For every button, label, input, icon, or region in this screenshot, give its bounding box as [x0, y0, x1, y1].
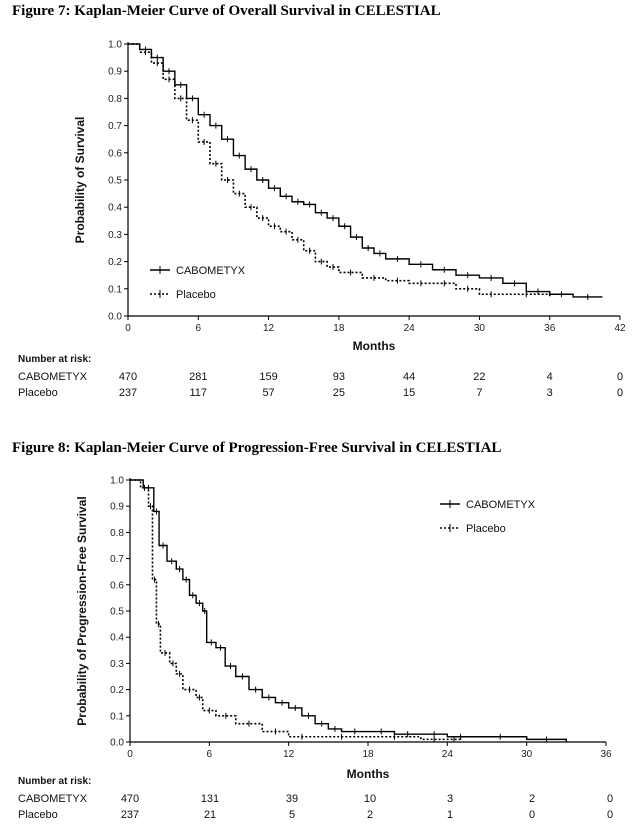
risk-value: 93: [333, 371, 345, 383]
series-line-placebo: [128, 43, 551, 297]
risk-value: 0: [607, 793, 613, 805]
x-axis-label: Months: [353, 339, 396, 353]
x-axis-label: Months: [347, 767, 390, 781]
x-tick-label: 0: [125, 323, 131, 334]
y-tick-label: 0.1: [110, 711, 124, 722]
risk-value: 0: [607, 809, 613, 821]
risk-value: 470: [121, 793, 139, 805]
risk-value: 7: [476, 387, 482, 399]
y-tick-label: 0.0: [108, 312, 122, 323]
x-tick-label: 12: [263, 323, 275, 334]
x-tick-label: 0: [127, 749, 133, 760]
risk-value: 10: [364, 793, 376, 805]
y-tick-label: 1.0: [110, 476, 124, 487]
y-tick-label: 0.1: [108, 284, 122, 295]
risk-value: 1: [447, 809, 453, 821]
os-km-chart: 0.0 0.1 0.2 0.3 0.4 0.5 0.6 0.7 0.8 0.9 1.0 0 6 12 18 2…: [18, 40, 626, 400]
risk-value: 4: [547, 371, 553, 383]
y-tick-label: 0.5: [108, 176, 122, 187]
risk-value: 39: [286, 793, 298, 805]
x-tick-label: 30: [474, 323, 486, 334]
risk-value: 21: [204, 809, 216, 821]
x-tick-label: 6: [207, 749, 213, 760]
risk-table-header: Number at risk:: [18, 776, 91, 787]
x-tick-label: 18: [362, 749, 374, 760]
risk-value: 2: [529, 793, 535, 805]
y-tick-label: 0.7: [108, 121, 122, 132]
x-tick-label: 42: [614, 323, 626, 334]
risk-value: 22: [473, 371, 485, 383]
x-tick-label: 30: [521, 749, 533, 760]
figure-7-title: Figure 7: Kaplan-Meier Curve of Overall …: [12, 3, 441, 19]
y-tick-label: 0.3: [108, 230, 122, 241]
x-tick-label: 6: [196, 323, 202, 334]
y-tick-label: 0.9: [108, 67, 122, 78]
risk-row-label: CABOMETYX: [18, 371, 88, 383]
y-tick-label: 1.0: [108, 40, 122, 51]
y-tick-label: 0.7: [110, 554, 124, 565]
x-tick-label: 24: [404, 323, 416, 334]
risk-value: 117: [190, 387, 208, 399]
y-tick-label: 0.9: [110, 502, 124, 513]
risk-value: 237: [121, 809, 139, 821]
x-tick-label: 24: [442, 749, 454, 760]
risk-value: 131: [201, 793, 219, 805]
legend-label-placebo: Placebo: [176, 289, 216, 301]
x-tick-label: 36: [600, 749, 612, 760]
risk-value: 5: [289, 809, 295, 821]
figure-8-title: Figure 8: Kaplan-Meier Curve of Progress…: [12, 440, 502, 456]
risk-value: 0: [529, 809, 535, 821]
y-tick-label: 0.3: [110, 659, 124, 670]
y-tick-label: 0.8: [110, 528, 124, 539]
legend-label-cabometyx: CABOMETYX: [176, 265, 246, 277]
risk-table-header: Number at risk:: [18, 354, 91, 365]
series-line-placebo: [130, 479, 462, 742]
y-tick-label: 0.2: [110, 685, 124, 696]
y-axis-label: Probability of Progression-Free Survival: [75, 496, 89, 725]
x-tick-label: 12: [283, 749, 295, 760]
y-tick-label: 0.2: [108, 257, 122, 268]
risk-value: 0: [617, 371, 623, 383]
series-line-cabometyx: [128, 43, 603, 298]
y-tick-label: 0.4: [108, 203, 122, 214]
y-tick-label: 0.0: [110, 738, 124, 749]
series-line-cabometyx: [130, 479, 568, 742]
risk-row-label: CABOMETYX: [18, 793, 88, 805]
y-tick-label: 0.4: [110, 633, 124, 644]
risk-value: 15: [403, 387, 415, 399]
risk-value: 281: [189, 371, 207, 383]
y-tick-label: 0.5: [110, 607, 124, 618]
risk-value: 57: [262, 387, 274, 399]
risk-value: 3: [447, 793, 453, 805]
risk-value: 159: [259, 371, 277, 383]
y-tick-label: 0.8: [108, 94, 122, 105]
risk-value: 3: [547, 387, 553, 399]
x-tick-label: 36: [544, 323, 556, 334]
risk-row-label: Placebo: [18, 809, 58, 821]
y-tick-label: 0.6: [108, 148, 122, 159]
risk-value: 2: [367, 809, 373, 821]
legend-label-cabometyx: CABOMETYX: [466, 499, 536, 511]
risk-row-label: Placebo: [18, 387, 58, 399]
y-axis-label: Probability of Survival: [73, 117, 87, 244]
x-tick-label: 18: [333, 323, 345, 334]
risk-value: 237: [119, 387, 137, 399]
pfs-km-chart: 0.00.10.20.30.40.50.60.70.80.91.00 6 12 18 2…: [18, 476, 613, 822]
risk-value: 0: [617, 387, 623, 399]
legend-label-placebo: Placebo: [466, 523, 506, 535]
risk-value: 44: [403, 371, 415, 383]
risk-value: 25: [333, 387, 345, 399]
y-tick-label: 0.6: [110, 580, 124, 591]
risk-value: 470: [119, 371, 137, 383]
